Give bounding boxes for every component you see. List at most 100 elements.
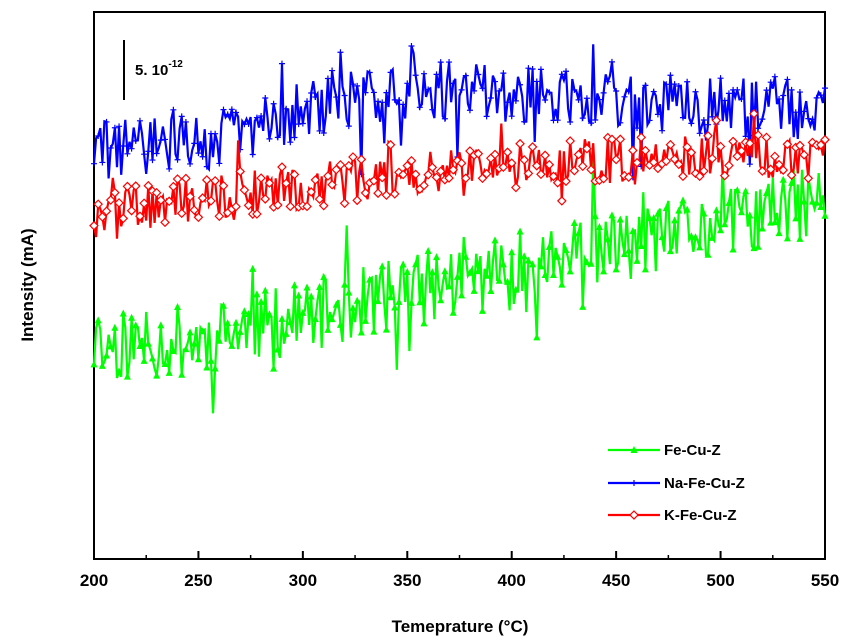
data-point bbox=[111, 323, 119, 331]
data-point bbox=[316, 127, 323, 134]
data-point bbox=[583, 258, 591, 266]
data-point bbox=[243, 200, 254, 211]
data-point bbox=[687, 232, 695, 240]
data-point bbox=[140, 356, 148, 364]
data-point bbox=[320, 272, 328, 280]
data-point bbox=[245, 120, 252, 127]
data-point bbox=[169, 347, 177, 355]
data-point bbox=[174, 156, 181, 163]
data-point bbox=[803, 173, 814, 184]
data-point bbox=[613, 87, 620, 94]
data-point bbox=[746, 211, 754, 219]
data-point bbox=[240, 307, 248, 315]
data-point bbox=[162, 136, 169, 143]
data-point bbox=[771, 73, 778, 80]
data-point bbox=[516, 227, 524, 235]
data-point bbox=[123, 372, 131, 380]
data-point bbox=[788, 178, 796, 186]
data-point bbox=[168, 181, 179, 192]
series-line bbox=[92, 156, 827, 414]
data-point bbox=[763, 87, 770, 94]
data-point bbox=[732, 151, 743, 162]
data-point bbox=[498, 162, 509, 172]
data-point bbox=[633, 256, 641, 264]
data-point bbox=[591, 212, 599, 220]
data-point bbox=[299, 308, 307, 316]
data-point bbox=[799, 149, 809, 160]
data-point bbox=[570, 218, 578, 226]
data-point bbox=[478, 306, 486, 314]
data-point bbox=[316, 283, 324, 291]
data-point bbox=[611, 154, 621, 165]
data-point bbox=[592, 117, 599, 124]
data-point bbox=[817, 92, 824, 99]
data-point bbox=[744, 138, 755, 149]
data-point bbox=[373, 188, 383, 199]
data-point bbox=[270, 100, 277, 107]
data-point bbox=[483, 113, 490, 120]
data-point bbox=[778, 165, 789, 175]
data-point bbox=[733, 186, 741, 194]
data-point bbox=[302, 201, 312, 212]
data-point bbox=[546, 89, 553, 96]
data-point bbox=[101, 206, 112, 217]
data-point bbox=[429, 106, 436, 113]
data-point bbox=[662, 204, 670, 212]
data-point bbox=[389, 189, 400, 199]
data-point bbox=[554, 252, 562, 260]
data-point bbox=[425, 86, 432, 93]
data-point bbox=[144, 339, 152, 347]
legend-swatch-marker bbox=[629, 510, 639, 520]
data-point bbox=[620, 250, 628, 258]
data-point bbox=[107, 144, 114, 151]
data-point bbox=[89, 220, 99, 231]
data-point bbox=[765, 164, 776, 175]
data-point bbox=[124, 150, 131, 157]
data-point bbox=[822, 85, 828, 92]
data-point bbox=[541, 271, 549, 279]
data-point bbox=[669, 154, 680, 165]
data-point bbox=[607, 134, 617, 145]
data-point bbox=[314, 194, 325, 204]
data-point bbox=[511, 182, 521, 193]
data-point bbox=[771, 218, 779, 226]
data-point bbox=[224, 111, 231, 118]
data-point bbox=[105, 195, 116, 205]
data-point bbox=[114, 198, 124, 208]
data-point bbox=[416, 104, 423, 111]
data-point bbox=[642, 82, 649, 89]
series-na-fe-cu-z bbox=[91, 43, 828, 181]
data-point bbox=[640, 145, 651, 156]
data-point bbox=[236, 327, 244, 335]
data-point bbox=[566, 267, 574, 275]
data-point bbox=[634, 125, 641, 132]
data-point bbox=[303, 283, 311, 291]
data-point bbox=[366, 275, 374, 283]
data-point bbox=[786, 170, 797, 180]
data-point bbox=[696, 243, 704, 251]
data-point bbox=[145, 148, 152, 155]
data-point bbox=[435, 166, 446, 177]
data-point bbox=[734, 86, 741, 93]
data-point bbox=[782, 139, 793, 150]
data-point bbox=[813, 198, 821, 206]
data-point bbox=[153, 150, 160, 157]
data-point bbox=[375, 98, 382, 105]
data-point bbox=[792, 214, 800, 222]
data-point bbox=[412, 72, 419, 79]
x-tick-label: 350 bbox=[393, 571, 421, 590]
data-point bbox=[160, 217, 170, 228]
data-point bbox=[783, 234, 791, 242]
data-point bbox=[796, 234, 804, 242]
data-point bbox=[170, 106, 177, 113]
data-point bbox=[517, 81, 524, 88]
data-point bbox=[349, 81, 356, 88]
data-point bbox=[262, 94, 269, 101]
data-point bbox=[172, 174, 183, 184]
data-point bbox=[232, 318, 240, 326]
data-point bbox=[471, 87, 478, 94]
data-point bbox=[441, 267, 449, 275]
data-point bbox=[529, 65, 536, 72]
data-point bbox=[291, 281, 299, 289]
